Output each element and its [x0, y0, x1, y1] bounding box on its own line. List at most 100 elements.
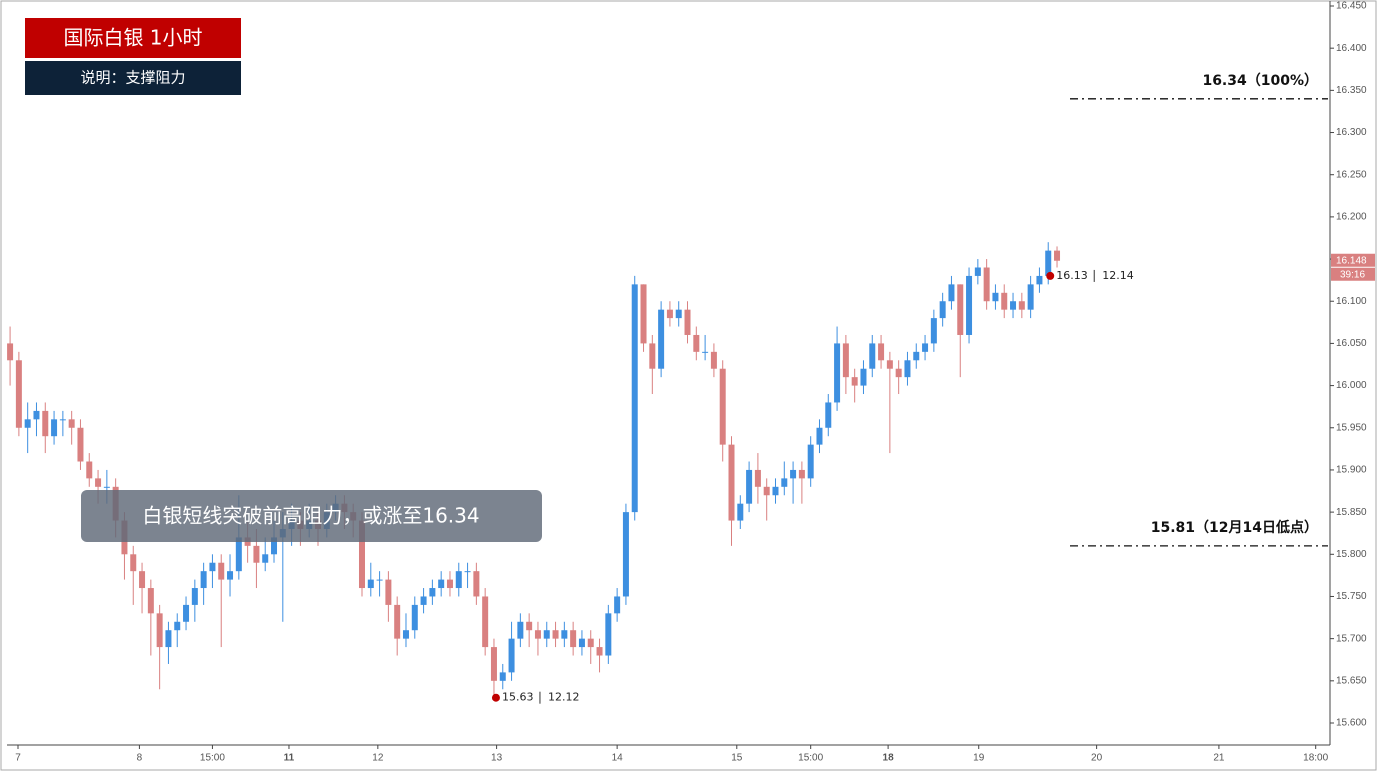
candle-body — [895, 368, 902, 378]
candle-body — [235, 537, 242, 572]
candle-body — [1027, 284, 1034, 310]
candle-body — [490, 647, 497, 681]
y-tick-label: 15.700 — [1336, 633, 1367, 644]
candle-body — [68, 419, 75, 428]
candle-body — [781, 478, 788, 487]
y-tick-label: 16.350 — [1336, 85, 1367, 96]
candle-body — [939, 301, 946, 319]
candle-body — [95, 478, 102, 487]
y-tick-label: 16.250 — [1336, 169, 1367, 180]
level-label: 16.34（100%） — [1202, 73, 1318, 89]
candle-body — [271, 537, 278, 555]
y-tick-label: 15.750 — [1336, 591, 1367, 602]
candle-body — [59, 419, 66, 421]
y-tick-label: 16.400 — [1336, 43, 1367, 54]
candle-body — [666, 309, 673, 319]
candle-body — [622, 512, 629, 597]
candle-body — [878, 343, 885, 361]
candle-body — [438, 579, 445, 589]
y-tick-label: 16.000 — [1336, 380, 1367, 391]
candle-body — [534, 630, 541, 639]
marker-date: 12.12 — [548, 691, 580, 704]
y-tick-label: 16.450 — [1336, 1, 1367, 12]
candle-body — [614, 596, 621, 614]
candle-body — [842, 343, 849, 378]
chart-title: 国际白银 1小时 — [63, 26, 202, 50]
x-tick-label: 20 — [1091, 753, 1103, 764]
candle-body — [209, 562, 216, 572]
candle-body — [913, 351, 920, 361]
candle-body — [446, 579, 453, 589]
candle-body — [640, 284, 647, 344]
countdown-tag — [1331, 267, 1375, 281]
y-tick-label: 15.600 — [1336, 718, 1367, 729]
candle-body — [394, 604, 401, 639]
candle-body — [482, 596, 489, 648]
candle-body — [51, 419, 58, 437]
x-tick-label: 15:00 — [798, 753, 823, 764]
candle-body — [869, 343, 876, 369]
annotation-box — [81, 490, 542, 542]
candle-body — [631, 284, 638, 513]
candle-body — [411, 604, 418, 631]
candle-body — [42, 410, 49, 437]
x-tick-label: 14 — [612, 753, 624, 764]
candle-body — [772, 486, 779, 496]
candle-body — [191, 588, 198, 605]
candle-body — [218, 562, 225, 580]
marker-dot — [491, 693, 500, 702]
candle-body — [1036, 275, 1043, 285]
y-tick-label: 15.650 — [1336, 675, 1367, 686]
candle-body — [860, 368, 867, 386]
candle-body — [517, 621, 524, 639]
y-tick-label: 16.100 — [1336, 296, 1367, 307]
candle-body — [358, 520, 365, 589]
candle-body — [578, 638, 585, 648]
candle-body — [1001, 292, 1008, 310]
candle-body — [992, 292, 999, 302]
level-label: 15.81（12月14日低点） — [1151, 519, 1318, 536]
candle-body — [200, 571, 207, 589]
candle-body — [33, 410, 40, 420]
candle-body — [957, 284, 964, 335]
candle-body — [649, 343, 656, 369]
candle-body — [473, 571, 480, 597]
y-tick-label: 16.300 — [1336, 127, 1367, 138]
candle-body — [15, 360, 22, 428]
candle-body — [561, 630, 568, 639]
candle-body — [77, 427, 84, 462]
candle-body — [367, 579, 374, 589]
candle-body — [974, 267, 981, 276]
marker-dot — [1046, 271, 1055, 280]
candle-body — [693, 334, 700, 352]
candle-body — [834, 343, 841, 403]
chart-subtitle: 说明：支撑阻力 — [80, 69, 185, 87]
plot: 15.600 15.650 15.700 15.750 15.800 15.850 15.9… — [7, 1, 1375, 764]
x-tick-label: 15:00 — [200, 753, 225, 764]
price-tag-label: 16.148 — [1336, 255, 1367, 266]
candle-body — [710, 351, 717, 369]
candle-body — [702, 351, 709, 353]
candle-body — [86, 461, 93, 479]
y-tick-label: 15.900 — [1336, 465, 1367, 476]
x-tick-label: 13 — [491, 753, 503, 764]
candle-body — [719, 368, 726, 445]
candle-body — [455, 571, 462, 589]
candle-body — [183, 604, 190, 622]
candle-body — [904, 360, 911, 378]
marker-value: 16.13 — [1056, 269, 1088, 282]
candle-body — [807, 444, 814, 479]
candle-body — [139, 571, 146, 589]
y-tick-label: 16.200 — [1336, 212, 1367, 223]
x-tick-label: 7 — [15, 753, 21, 764]
candle-body — [147, 588, 154, 614]
candle-body — [816, 427, 823, 445]
candle-body — [508, 638, 515, 673]
candle-body — [24, 419, 31, 428]
candle-body — [658, 309, 665, 369]
candle-body — [983, 267, 990, 302]
candle-body — [464, 571, 471, 573]
candle-body — [825, 402, 832, 428]
x-tick-label: 19 — [973, 753, 985, 764]
